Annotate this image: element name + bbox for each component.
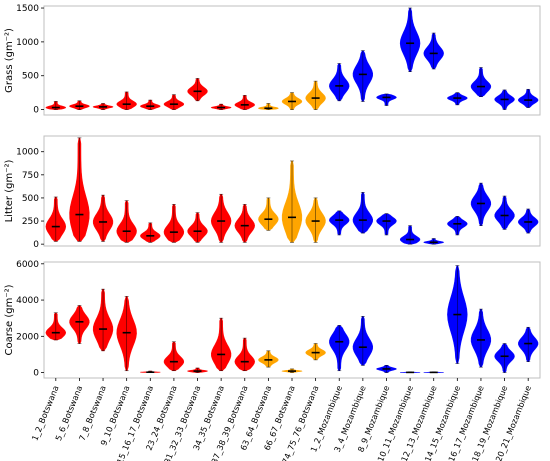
violin-63_64_Botswana (258, 197, 279, 231)
violin-23_24_Botswana (163, 94, 185, 110)
y-axis-ticks: 0 500 1000 1500 (16, 4, 44, 116)
violin-14_15_Mozambique (447, 216, 468, 236)
violin-1_2_Botswana (45, 196, 67, 242)
violin-3_4_Mozambique (352, 50, 374, 102)
panel-frame (43, 5, 541, 116)
violin-1_2_Botswana (45, 101, 66, 110)
violin-3_4_Mozambique (352, 192, 374, 234)
violin-31_32_33_Botswana (187, 212, 208, 243)
panel-frame (43, 135, 541, 247)
violin-23_24_Botswana (163, 341, 185, 372)
y-tick-label: 1500 (16, 4, 39, 14)
violin-63_64_Botswana (257, 103, 279, 110)
y-tick-label: 0 (33, 240, 39, 250)
violin-10_11_Mozambique (399, 7, 421, 72)
violin-31_32_33_Botswana (187, 367, 208, 373)
violin-8_9_Mozambique (376, 365, 397, 373)
violin-66_67_Botswana (281, 92, 303, 110)
y-tick-label: 1000 (16, 38, 39, 48)
violin-7_8_Botswana (92, 288, 114, 352)
panel-3: 0 2000 4000 6000 Coarse (gm⁻²) (4, 260, 541, 379)
violin-7_8_Botswana (92, 194, 114, 242)
y-tick-label: 1000 (16, 148, 39, 158)
y-tick-label: 750 (22, 171, 39, 181)
violin-31_32_33_Botswana (187, 78, 208, 102)
violin-16_17_Mozambique (470, 67, 492, 98)
violin-8_9_Mozambique (376, 213, 397, 236)
violin-10_11_Mozambique (399, 371, 421, 374)
violin-37_38_39_Botswana (234, 337, 255, 372)
y-axis-ticks: 0 250 500 750 1000 (16, 148, 44, 250)
violin-3_4_Mozambique (352, 316, 374, 366)
violin-5_6_Botswana (69, 305, 90, 344)
y-tick-label: 6000 (16, 260, 39, 270)
violin-66_67_Botswana (281, 160, 303, 243)
violin-9_10_Botswana (116, 296, 137, 372)
violin-20_21_Mozambique (518, 208, 539, 234)
violin-66_67_Botswana (281, 368, 303, 373)
violin-74_75_76_Botswana (305, 80, 326, 110)
violin-34_35_Botswana (210, 193, 232, 243)
violin-23_24_Botswana (163, 204, 185, 243)
violin-9_10_Botswana (116, 200, 137, 243)
violin-1_2_Botswana (45, 312, 67, 341)
violin-12_13_Mozambique (423, 238, 445, 245)
y-axis-ticks: 0 2000 4000 6000 (16, 260, 44, 379)
violin-18_19_Mozambique (494, 343, 515, 373)
violin-37_38_39_Botswana (234, 204, 255, 243)
violin-1_2_Mozambique (329, 325, 350, 372)
y-axis-label: Litter (gm⁻²) (4, 159, 15, 222)
violin-34_35_Botswana (210, 103, 232, 110)
y-tick-label: 500 (22, 72, 39, 82)
violin-18_19_Mozambique (494, 195, 515, 230)
violin-1_2_Mozambique (329, 63, 350, 102)
violin-5_6_Botswana (69, 100, 90, 110)
violin-7_8_Botswana (92, 103, 114, 110)
y-tick-label: 250 (22, 217, 39, 227)
violin-5_6_Botswana (69, 137, 90, 242)
y-tick-label: 500 (22, 194, 39, 204)
violin-20_21_Mozambique (518, 88, 539, 108)
violin-37_38_39_Botswana (234, 95, 256, 110)
violin-16_17_Mozambique (470, 308, 492, 368)
y-tick-label: 0 (33, 369, 39, 379)
violin-74_75_76_Botswana (305, 343, 326, 361)
violin-15_16_17_Botswana (140, 99, 161, 110)
panel-1: 0 500 1000 1500 Grass (gm⁻²) (4, 4, 541, 116)
violin-14_15_Mozambique (447, 265, 468, 364)
violin-8_9_Mozambique (376, 93, 397, 106)
violin-18_19_Mozambique (494, 89, 515, 110)
y-tick-label: 0 (33, 106, 39, 116)
violin-9_10_Botswana (116, 91, 137, 110)
violin-74_75_76_Botswana (305, 197, 326, 243)
violin-12_13_Mozambique (423, 371, 444, 374)
violin-20_21_Mozambique (518, 326, 539, 362)
x-axis-ticks: 1_2_Botswana5_6_Botswana7_8_Botswana9_10… (29, 378, 533, 461)
violin-15_16_17_Botswana (140, 222, 161, 243)
violin-10_11_Mozambique (399, 225, 421, 245)
y-tick-label: 4000 (16, 296, 39, 306)
violin-14_15_Mozambique (447, 92, 468, 106)
y-axis-label: Grass (gm⁻²) (4, 28, 15, 93)
y-tick-label: 2000 (16, 332, 39, 342)
violin-15_16_17_Botswana (140, 370, 161, 374)
violin-63_64_Botswana (258, 350, 279, 368)
violin-16_17_Mozambique (470, 182, 492, 226)
violin-12_13_Mozambique (423, 32, 444, 70)
violin-1_2_Mozambique (329, 210, 350, 236)
violin-34_35_Botswana (210, 317, 232, 372)
y-axis-label: Coarse (gm⁻²) (4, 284, 15, 355)
